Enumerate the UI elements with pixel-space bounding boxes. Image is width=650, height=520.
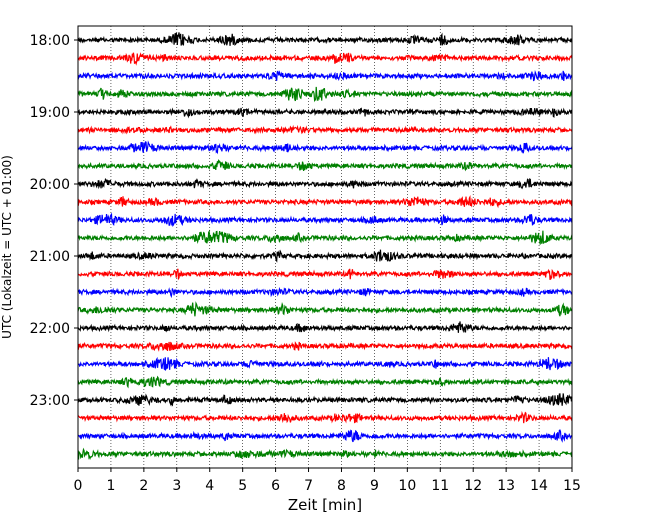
trace-1900 <box>77 107 573 119</box>
y-tick-label-4: 22:00 <box>30 321 70 337</box>
x-tick-label-13: 13 <box>497 478 515 494</box>
trace-2115 <box>77 268 573 281</box>
trace-2315 <box>77 410 573 424</box>
x-tick-label-8: 8 <box>337 478 346 494</box>
trace-2345 <box>77 447 573 461</box>
x-tick-label-2: 2 <box>139 478 148 494</box>
x-tick-label-1: 1 <box>106 478 115 494</box>
plot-background <box>78 26 572 468</box>
x-tick-label-3: 3 <box>172 478 181 494</box>
trace-1815 <box>77 52 573 66</box>
x-tick-label-9: 9 <box>370 478 379 494</box>
y-tick-label-3: 21:00 <box>30 249 70 265</box>
trace-2130 <box>77 286 573 299</box>
y-tick-label-2: 20:00 <box>30 177 70 193</box>
x-tick-label-10: 10 <box>398 478 416 494</box>
trace-2045 <box>77 229 573 245</box>
x-tick-label-15: 15 <box>563 478 581 494</box>
trace-2330 <box>77 429 573 443</box>
trace-1915 <box>77 124 573 135</box>
y-tick-label-1: 19:00 <box>30 105 70 121</box>
x-tick-label-6: 6 <box>271 478 280 494</box>
trace-2245 <box>77 375 573 389</box>
x-axis-ticks: 0 1 2 3 4 5 6 7 8 9 10 11 12 13 14 15 <box>74 468 581 494</box>
trace-2145 <box>77 301 573 317</box>
trace-1830 <box>77 70 573 82</box>
trace-2230 <box>77 356 573 372</box>
seismogram-traces <box>77 32 573 461</box>
trace-1800 <box>77 32 573 46</box>
trace-2000 <box>77 177 573 190</box>
y-tick-label-0: 18:00 <box>30 33 70 49</box>
trace-2015 <box>77 195 573 209</box>
trace-1930 <box>77 140 573 155</box>
x-tick-label-0: 0 <box>74 478 83 494</box>
trace-1845 <box>77 86 573 103</box>
x-tick-label-14: 14 <box>530 478 548 494</box>
trace-1945 <box>77 158 573 172</box>
x-tick-label-5: 5 <box>238 478 247 494</box>
trace-2300 <box>77 393 573 407</box>
trace-2100 <box>77 249 573 263</box>
trace-2200 <box>77 321 573 334</box>
x-tick-label-11: 11 <box>431 478 449 494</box>
x-tick-label-4: 4 <box>205 478 214 494</box>
plot-frame <box>77 25 573 469</box>
trace-2030 <box>77 212 573 228</box>
y-axis-label: UTC (Lokalzeit = UTC + 01:00) <box>0 155 14 339</box>
x-axis-label: Zeit [min] <box>288 496 362 514</box>
x-tick-label-7: 7 <box>304 478 313 494</box>
trace-2215 <box>77 341 573 352</box>
x-tick-label-12: 12 <box>464 478 482 494</box>
y-tick-label-5: 23:00 <box>30 393 70 409</box>
y-axis-ticks: 18:00 19:00 20:00 21:00 22:00 23:00 <box>30 33 78 409</box>
